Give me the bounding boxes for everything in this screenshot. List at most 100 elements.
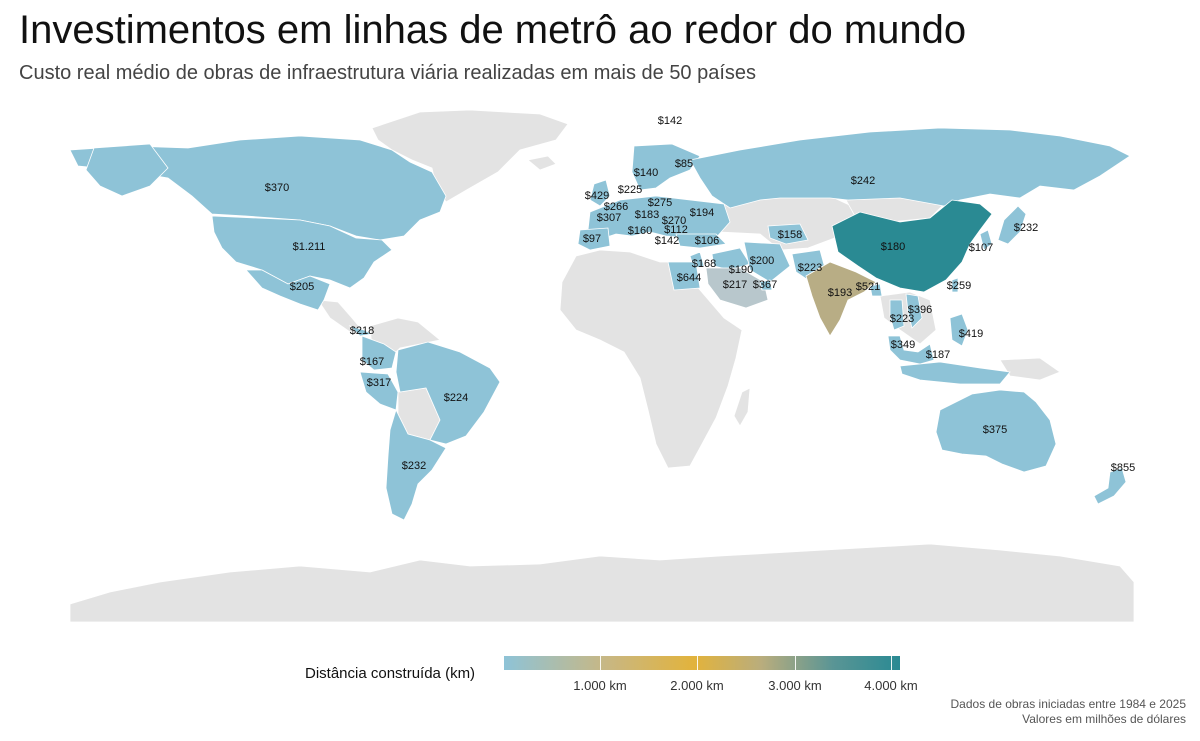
value-label: $158 <box>778 229 802 241</box>
saudi-arabia <box>705 267 769 309</box>
greenland <box>371 109 569 203</box>
iran <box>743 241 791 283</box>
value-label: $97 <box>583 233 601 245</box>
korea <box>979 229 993 251</box>
map-countries <box>69 127 1131 521</box>
value-label: $644 <box>677 272 701 284</box>
value-label: $223 <box>798 262 822 274</box>
mexico <box>245 269 331 311</box>
vietnam <box>905 293 923 329</box>
value-label: $370 <box>265 182 289 194</box>
value-label: $242 <box>851 175 875 187</box>
legend-label-3000: 3.000 km <box>768 678 822 693</box>
value-label: $429 <box>585 190 609 202</box>
china <box>831 199 993 293</box>
value-label: $396 <box>908 304 932 316</box>
legend-title: Distância construída (km) <box>305 665 476 682</box>
value-label: $349 <box>891 339 915 351</box>
value-label: $367 <box>753 279 777 291</box>
indonesia <box>899 361 1011 385</box>
value-label: $855 <box>1111 462 1135 474</box>
value-label: $232 <box>402 460 426 472</box>
footer-note: Dados de obras iniciadas entre 1984 e 20… <box>951 697 1187 727</box>
legend-tick-3000 <box>795 656 796 670</box>
value-labels: $142$85$140$370$242$429 $225$266 $275$194$… <box>265 115 1135 474</box>
value-label: $85 <box>675 158 693 170</box>
value-label: $190 <box>729 264 753 276</box>
value-label: $160 <box>628 225 652 237</box>
value-label: $266 <box>604 201 628 213</box>
value-label: $307 <box>597 212 621 224</box>
value-label: $218 <box>350 325 374 337</box>
value-label: $167 <box>360 356 384 368</box>
papua <box>999 357 1061 381</box>
malaysia <box>887 335 935 365</box>
value-label: $187 <box>926 349 950 361</box>
iraq <box>711 247 751 271</box>
value-label: $106 <box>695 235 719 247</box>
argentina-chile <box>385 408 447 521</box>
value-label: $140 <box>634 167 658 179</box>
value-label: $521 <box>856 281 880 293</box>
taiwan <box>951 277 959 293</box>
scandinavia <box>631 143 701 191</box>
uae <box>759 279 773 291</box>
turkey <box>675 233 727 249</box>
iceland <box>527 155 557 171</box>
value-label: $112 <box>664 224 688 236</box>
thailand <box>889 299 905 331</box>
value-label: $317 <box>367 377 391 389</box>
value-label: $217 <box>723 279 747 291</box>
russia <box>689 127 1131 209</box>
value-label: $419 <box>959 328 983 340</box>
india <box>805 261 877 337</box>
legend-gradient-bar <box>504 656 900 670</box>
legend-tick-4000 <box>891 656 892 670</box>
legend-tick-2000 <box>697 656 698 670</box>
value-label: $1.211 <box>293 241 326 253</box>
value-label: $142 <box>658 115 682 127</box>
philippines <box>949 313 969 347</box>
map-title: Investimentos em linhas de metrô ao redo… <box>19 8 967 52</box>
value-label: $205 <box>290 281 314 293</box>
map-subtitle: Custo real médio de obras de infraestrut… <box>19 62 757 84</box>
value-label: $183 <box>635 209 659 221</box>
value-label: $200 <box>750 255 774 267</box>
value-label: $232 <box>1014 222 1038 234</box>
egypt <box>667 261 701 291</box>
uk <box>589 179 611 207</box>
colombia <box>361 335 397 371</box>
map-background <box>69 109 1135 623</box>
footer-line-2: Valores em milhões de dólares <box>1022 712 1186 726</box>
value-label: $375 <box>983 424 1007 436</box>
value-label: $180 <box>881 241 905 253</box>
new-zealand <box>1093 467 1127 505</box>
alaska <box>85 143 169 197</box>
legend-label-1000: 1.000 km <box>573 678 627 693</box>
japan <box>997 205 1027 245</box>
value-label: $225 <box>618 184 642 196</box>
value-label: $223 <box>890 313 914 325</box>
usa <box>211 215 393 289</box>
bangladesh <box>869 283 883 297</box>
legend-tick-1000 <box>600 656 601 670</box>
value-label: $224 <box>444 392 468 404</box>
brazil <box>395 341 501 445</box>
panama <box>348 325 374 337</box>
canada <box>69 135 447 241</box>
value-label: $193 <box>828 287 852 299</box>
value-label: $259 <box>947 280 971 292</box>
antarctica <box>69 543 1135 623</box>
legend-label-4000: 4.000 km <box>864 678 918 693</box>
value-label: $168 <box>692 258 716 270</box>
uzbekistan <box>767 223 809 245</box>
value-label: $194 <box>690 207 714 219</box>
legend-label-2000: 2.000 km <box>670 678 724 693</box>
value-label: $275 <box>648 197 672 209</box>
value-label: $107 <box>969 242 993 254</box>
value-label: $142 <box>655 235 679 247</box>
australia <box>935 389 1057 473</box>
value-label: $270 <box>662 215 686 227</box>
iberia <box>577 227 611 251</box>
